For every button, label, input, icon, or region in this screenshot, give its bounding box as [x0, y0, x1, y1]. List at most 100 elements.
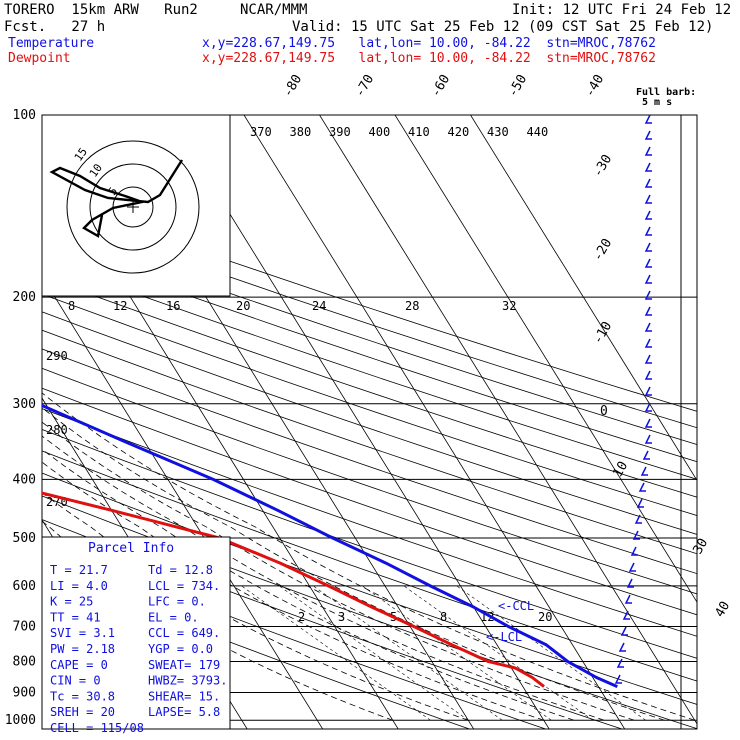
mixing-ratio-label: 2 [298, 610, 305, 624]
isotherm-line [470, 115, 697, 482]
wind-barb [644, 386, 652, 396]
wind-barb [640, 466, 648, 476]
hodograph-axis-label: 16 [166, 299, 180, 313]
isotherm-line [42, 275, 324, 729]
wind-barb [644, 306, 652, 316]
wind-barb [644, 162, 652, 172]
wind-barb [644, 354, 652, 364]
dry-adiabat [42, 225, 697, 446]
wind-barb [644, 226, 652, 236]
parcel-info-left: T = 21.7 [50, 563, 108, 577]
moist-adiabat [42, 407, 665, 721]
dry-adiabat [42, 367, 697, 595]
init-time: Init: 12 UTC Fri 24 Feb 12 [512, 2, 732, 18]
pressure-tick-label: 700 [13, 619, 36, 634]
parcel-info-left: PW = 2.18 [50, 642, 115, 656]
hodograph-trace [49, 159, 184, 238]
theta-label: 430 [487, 125, 509, 139]
lcl-annotation: <-LCL [486, 630, 522, 644]
pressure-tick-label: 100 [13, 108, 36, 123]
theta-label: 420 [448, 125, 470, 139]
parcel-info-right: SWEAT= 179 [148, 658, 220, 672]
pressure-tick-label: 1000 [5, 713, 36, 728]
parcel-info-left: CAPE = 0 [50, 658, 108, 672]
isotherm-label: 40 [712, 599, 733, 620]
wind-barb [644, 114, 652, 124]
wind-barb [644, 146, 652, 156]
dewpoint-location: x,y=228.67,149.75 lat,lon= 10.00, -84.22… [202, 51, 656, 66]
wind-barb [626, 578, 634, 588]
dry-adiabat [42, 329, 697, 555]
wind-barb [644, 418, 652, 428]
isotherm-label: -20 [590, 236, 615, 264]
plot-frame [41, 114, 698, 730]
wind-barb [624, 594, 632, 604]
temperature-location: x,y=228.67,149.75 lat,lon= 10.00, -84.22… [202, 36, 656, 51]
dry-adiabat [42, 495, 697, 729]
wind-barb [644, 402, 652, 412]
theta-label: 390 [329, 125, 351, 139]
hodograph-ring-label: 15 [72, 145, 90, 163]
moist-adiabat [42, 448, 575, 721]
wind-barb [644, 338, 652, 348]
parcel-info-box [41, 536, 231, 730]
parcel-info-left: Tc = 30.8 [50, 689, 115, 703]
dry-adiabat [42, 293, 697, 517]
parcel-info-right: YGP = 0.0 [148, 642, 213, 656]
moist-adiabat [42, 392, 695, 721]
parcel-info-left: LI = 4.0 [50, 579, 108, 593]
dry-adiabat [42, 209, 697, 429]
wind-barb [618, 642, 626, 652]
pressure-tick-label: 600 [13, 579, 36, 594]
mixing-ratio-line [313, 585, 503, 721]
mixing-ratio-line [362, 585, 552, 721]
theta-label: 290 [46, 349, 68, 363]
isotherm-label: 10 [610, 459, 631, 480]
parcel-info-right: Td = 12.8 [148, 563, 213, 577]
parcel-info-left: CIN = 0 [50, 674, 101, 688]
isotherm-label: 30 [690, 536, 711, 557]
temperature-line [42, 403, 618, 688]
parcel-info-right: LFC = 0. [148, 595, 206, 609]
wind-barb [622, 610, 630, 620]
mixing-ratio-label: 3 [338, 610, 345, 624]
wind-barb [644, 194, 652, 204]
theta-label: 280 [46, 423, 68, 437]
dry-adiabat [42, 276, 697, 498]
parcel-info-title: Parcel Info [88, 541, 174, 556]
wind-barb [644, 178, 652, 188]
mixing-ratio-line [403, 585, 593, 721]
wind-barb [644, 242, 652, 252]
wind-barb [614, 674, 622, 684]
hodograph-axis-label: 12 [113, 299, 127, 313]
moist-adiabat [42, 421, 635, 721]
dry-adiabat [42, 472, 697, 705]
hodograph-ring [66, 140, 200, 274]
hodograph-axis-label: 8 [68, 299, 75, 313]
hodograph-ring-label: 10 [87, 161, 105, 179]
wind-barb [638, 482, 646, 492]
wind-barb [644, 434, 652, 444]
barb-legend-title: Full barb: [636, 87, 697, 98]
mixing-ratio-label: 20 [538, 610, 552, 624]
hodograph-axis-label: 24 [312, 299, 326, 313]
wind-barb [644, 210, 652, 220]
isotherm-label: -60 [428, 72, 453, 100]
isotherm-label: -40 [582, 72, 607, 100]
isotherm-line [394, 115, 697, 603]
model-title: TORERO 15km ARW Run2 NCAR/MMM [4, 2, 308, 18]
isotherm-line [243, 115, 626, 729]
hodograph-frame [41, 114, 231, 297]
mixing-ratio-line [241, 585, 431, 721]
pressure-tick-label: 500 [13, 531, 36, 546]
wind-barb [632, 530, 640, 540]
parcel-info-left: K = 25 [50, 595, 93, 609]
dry-adiabat [42, 242, 697, 463]
mixing-ratio-label: 8 [440, 610, 447, 624]
wind-barb [620, 626, 628, 636]
wind-barb [634, 514, 642, 524]
theta-label: 380 [290, 125, 312, 139]
wind-barb [630, 546, 638, 556]
